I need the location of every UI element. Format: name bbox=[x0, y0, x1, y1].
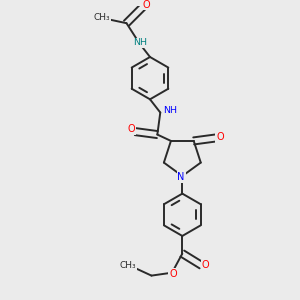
Text: O: O bbox=[128, 124, 135, 134]
Text: O: O bbox=[169, 269, 177, 279]
Text: NH: NH bbox=[133, 38, 147, 47]
Text: NH: NH bbox=[163, 106, 177, 115]
Text: O: O bbox=[202, 260, 209, 270]
Text: O: O bbox=[142, 0, 150, 10]
Text: CH₃: CH₃ bbox=[119, 261, 136, 270]
Text: CH₃: CH₃ bbox=[94, 13, 110, 22]
Text: N: N bbox=[178, 172, 185, 182]
Text: O: O bbox=[216, 132, 224, 142]
